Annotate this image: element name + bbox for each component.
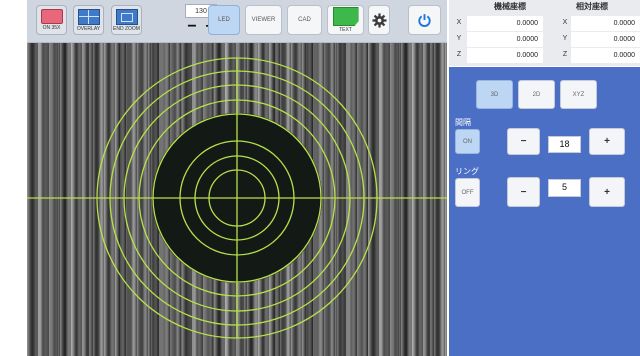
zoom-button[interactable]: END ZOOM <box>111 5 142 35</box>
overlay-button-label: OVERLAY <box>76 25 101 32</box>
settings-button[interactable] <box>368 5 390 35</box>
relative-y-value: 0.0000 <box>571 32 640 47</box>
coordinate-panel: 機械座標 相対座標 X 0.0000 X 0.0000 Y 0.0000 Y 0… <box>449 0 640 66</box>
camera-button[interactable]: ON 35X <box>36 5 67 35</box>
spacing-plus-label: + <box>604 136 610 147</box>
reticle-overlay <box>27 57 447 339</box>
camera-button-label: ON 35X <box>42 25 61 31</box>
cad-button-label: CAD <box>298 17 311 23</box>
axis-label-y: Y <box>456 35 462 42</box>
spacing-plus-button[interactable]: + <box>589 128 625 155</box>
overlay-button[interactable]: OVERLAY <box>73 5 104 35</box>
machine-y-value: 0.0000 <box>467 32 543 47</box>
machine-x-value: 0.0000 <box>467 16 543 31</box>
spacing-minus-label: − <box>520 136 527 147</box>
machine-coord-header: 機械座標 <box>494 2 526 11</box>
relative-z-value: 0.0000 <box>571 48 640 63</box>
ring-toggle-button[interactable]: OFF <box>455 178 480 207</box>
left-margin <box>0 0 27 356</box>
control-panel: 3D 2D XYZ 間隔 ON − 18 + リング OFF − 5 + <box>449 67 640 356</box>
axis-label-z: Z <box>562 51 568 58</box>
machine-z-value: 0.0000 <box>467 48 543 63</box>
power-icon <box>418 13 431 27</box>
magnification-minus-button[interactable]: − <box>187 18 197 35</box>
axis-label-z: Z <box>456 51 462 58</box>
camera-icon <box>40 9 63 24</box>
led-button[interactable]: LED <box>208 5 240 35</box>
spacing-label: 間隔 <box>455 118 471 127</box>
ring-plus-label: + <box>604 186 610 198</box>
viewer-button-label: VIEWER <box>251 17 276 23</box>
view-3d-button[interactable]: 3D <box>476 80 513 109</box>
view-3d-label: 3D <box>490 91 499 98</box>
toolbar: ON 35X OVERLAY END ZOOM 130 − + LED VIEW… <box>27 0 447 43</box>
text-color-icon <box>332 7 359 26</box>
view-xyz-label: XYZ <box>572 91 585 98</box>
spacing-minus-button[interactable]: − <box>507 128 540 155</box>
ring-minus-label: − <box>520 186 527 198</box>
ring-label: リング <box>455 167 479 176</box>
cad-button[interactable]: CAD <box>287 5 322 35</box>
spacing-toggle-label: ON <box>463 138 472 145</box>
ring-plus-button[interactable]: + <box>589 177 625 207</box>
zoom-icon <box>115 8 138 25</box>
axis-label-x: X <box>562 19 568 26</box>
text-button[interactable]: TEXT <box>327 5 364 35</box>
power-button[interactable] <box>408 5 441 35</box>
gear-icon <box>371 12 387 28</box>
text-button-label: TEXT <box>339 27 352 33</box>
view-2d-button[interactable]: 2D <box>518 80 555 109</box>
view-xyz-button[interactable]: XYZ <box>560 80 597 109</box>
zoom-button-label: END ZOOM <box>113 25 140 32</box>
ring-minus-button[interactable]: − <box>507 177 540 207</box>
view-2d-label: 2D <box>532 91 541 98</box>
relative-coord-header: 相対座標 <box>576 2 608 11</box>
spacing-value[interactable]: 18 <box>548 136 581 153</box>
camera-viewport[interactable] <box>27 43 447 356</box>
viewer-button[interactable]: VIEWER <box>245 5 282 35</box>
ring-toggle-label: OFF <box>461 189 474 196</box>
axis-label-y: Y <box>562 35 568 42</box>
spacing-toggle-button[interactable]: ON <box>455 129 480 154</box>
led-button-label: LED <box>218 17 230 23</box>
axis-label-x: X <box>456 19 462 26</box>
ring-value[interactable]: 5 <box>548 179 581 197</box>
relative-x-value: 0.0000 <box>571 16 640 31</box>
overlay-icon <box>77 8 100 25</box>
